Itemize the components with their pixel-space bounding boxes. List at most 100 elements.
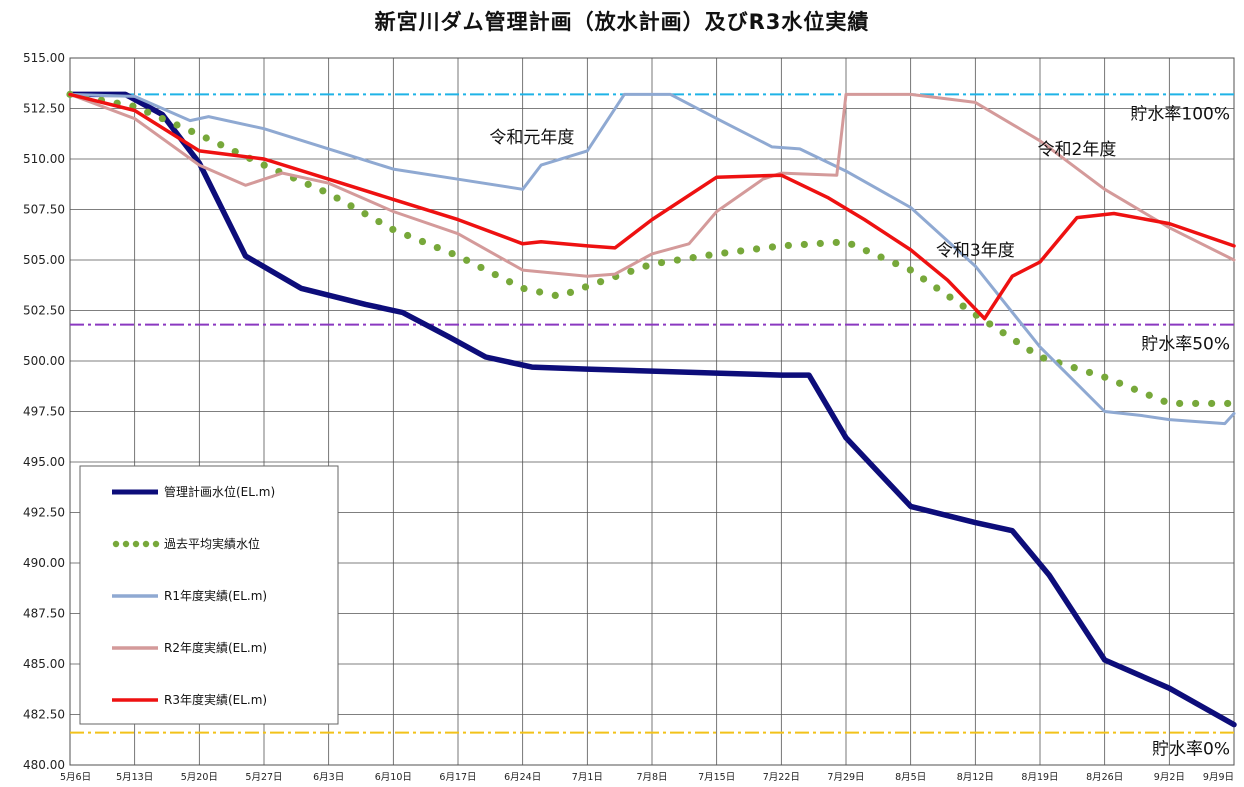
legend-swatch — [132, 540, 140, 548]
data-point — [597, 278, 605, 286]
data-point — [333, 194, 341, 202]
data-point — [642, 262, 650, 270]
x-tick-label: 7月22日 — [763, 772, 800, 783]
data-point — [448, 249, 456, 258]
x-tick-label: 7月29日 — [827, 772, 864, 783]
data-point — [375, 217, 383, 226]
y-tick-label: 505.00 — [23, 253, 65, 267]
legend: 管理計画水位(EL.m) 過去平均実績水位 R1年度実績(EL.m) R2年度実績(E… — [79, 465, 339, 725]
x-tick-label: 7月15日 — [698, 772, 735, 783]
series-annotation: 令和2年度 — [1038, 140, 1117, 160]
data-point — [231, 147, 239, 156]
axis-labels: 480.00 482.50 485.00 487.50 490.00 492.50 495.… — [23, 51, 1234, 783]
data-point — [1224, 399, 1232, 408]
data-point — [260, 161, 268, 169]
y-tick-label: 512.50 — [23, 102, 65, 116]
reference-line-label: 貯水率0% — [1152, 740, 1230, 760]
data-point — [144, 108, 152, 116]
legend-swatch — [112, 540, 120, 548]
data-point — [752, 245, 761, 253]
y-tick-label: 485.00 — [23, 657, 65, 671]
data-point — [404, 231, 412, 240]
y-tick-label: 507.50 — [23, 203, 65, 217]
legend-swatch — [122, 540, 130, 548]
data-point — [832, 238, 840, 247]
data-point — [418, 237, 427, 246]
series-line — [67, 91, 1237, 728]
data-point — [202, 134, 210, 142]
data-point — [1040, 354, 1048, 362]
data-point — [959, 302, 967, 310]
data-point — [768, 243, 777, 251]
legend-swatch — [152, 540, 160, 548]
series-annotation: 令和3年度 — [936, 241, 1015, 261]
data-point — [933, 284, 941, 292]
data-point — [800, 240, 808, 249]
x-tick-label: 6月17日 — [439, 772, 476, 783]
series-annotation: 令和元年度 — [489, 128, 574, 148]
data-point — [906, 266, 914, 274]
data-point — [1026, 346, 1034, 354]
y-tick-label: 495.00 — [23, 455, 65, 469]
data-point — [1145, 391, 1153, 399]
data-point — [173, 121, 181, 129]
data-point — [505, 278, 514, 286]
legend-label: 管理計画水位(EL.m) — [164, 484, 275, 499]
y-tick-label: 515.00 — [23, 51, 65, 65]
data-point — [1085, 368, 1094, 377]
data-point — [689, 254, 697, 262]
data-point — [188, 127, 196, 136]
y-tick-label: 497.50 — [23, 405, 65, 419]
data-point — [304, 180, 312, 188]
x-tick-label: 5月13日 — [116, 772, 153, 783]
data-point — [158, 114, 166, 123]
data-point — [581, 283, 590, 291]
y-tick-label: 492.50 — [23, 506, 65, 520]
data-point — [477, 263, 485, 272]
legend-label: R1年度実績(EL.m) — [164, 588, 267, 603]
data-point — [1101, 373, 1109, 381]
data-point — [892, 259, 900, 268]
data-point — [433, 243, 441, 252]
x-tick-label: 7月8日 — [636, 772, 667, 783]
data-point — [1208, 399, 1216, 408]
grid-lines — [69, 57, 1235, 766]
data-point — [784, 241, 792, 250]
data-point — [217, 141, 225, 149]
y-tick-label: 510.00 — [23, 152, 65, 166]
data-point — [1115, 379, 1124, 387]
data-point — [491, 270, 499, 279]
reference-line-label: 貯水率100% — [1130, 104, 1230, 124]
legend-swatch — [142, 540, 150, 548]
data-point — [986, 320, 994, 328]
data-point — [877, 253, 885, 261]
x-tick-label: 8月12日 — [957, 772, 994, 783]
reference-line-label: 貯水率50% — [1141, 335, 1230, 355]
x-tick-label: 6月10日 — [375, 772, 412, 783]
data-point — [1070, 364, 1078, 372]
x-tick-label: 9月9日 — [1203, 772, 1234, 783]
x-tick-label: 6月24日 — [504, 772, 541, 783]
data-series — [66, 90, 1237, 728]
data-point — [1160, 397, 1168, 405]
data-point — [1192, 399, 1200, 408]
x-tick-label: 8月19日 — [1021, 772, 1058, 783]
y-tick-label: 487.50 — [23, 607, 65, 621]
data-point — [347, 202, 355, 210]
data-point — [848, 240, 856, 248]
data-point — [566, 288, 575, 297]
data-point — [319, 187, 327, 195]
x-tick-label: 6月3日 — [313, 772, 344, 783]
y-tick-label: 500.00 — [23, 354, 65, 368]
data-point — [551, 291, 559, 300]
data-point — [999, 329, 1007, 337]
y-tick-label: 482.50 — [23, 708, 65, 722]
x-tick-label: 7月1日 — [572, 772, 603, 783]
x-tick-label: 5月6日 — [60, 772, 91, 783]
data-point — [946, 293, 954, 301]
series-line — [68, 92, 1236, 321]
data-point — [705, 251, 713, 259]
data-point — [816, 239, 824, 248]
y-tick-label: 490.00 — [23, 556, 65, 570]
